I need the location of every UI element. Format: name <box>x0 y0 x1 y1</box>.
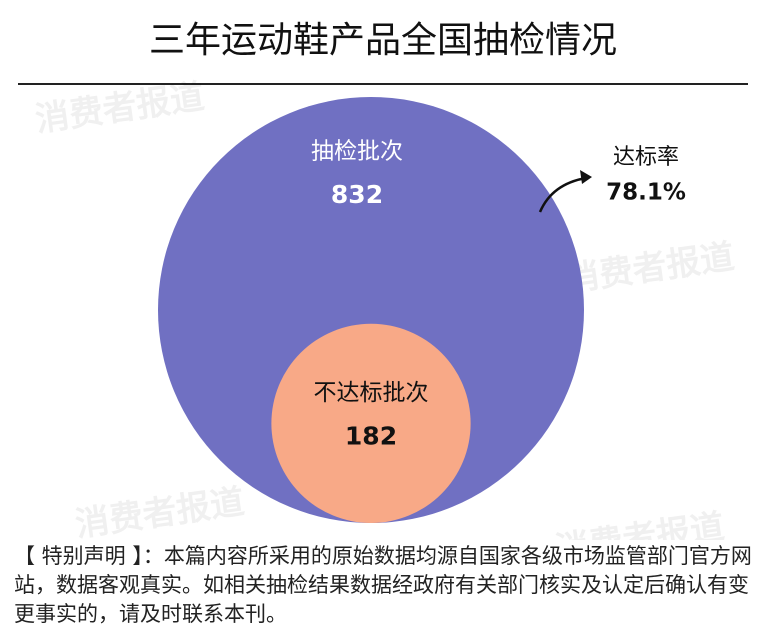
arrow <box>538 176 587 213</box>
arrow-head <box>580 170 592 184</box>
value-label: 182 <box>345 421 397 450</box>
rate-label: 达标率 <box>613 145 679 170</box>
watermark: 消费者报道 <box>563 237 737 300</box>
value-label: 832 <box>331 180 383 209</box>
watermark: 消费者报道 <box>33 77 207 140</box>
chart-title: 三年运动鞋产品全国抽检情况 <box>149 20 617 61</box>
circle <box>158 97 584 523</box>
circle <box>271 323 471 523</box>
watermark: 消费者报道 <box>73 482 247 540</box>
footnote: 【 特别声明 】：本篇内容所采用的原始数据均源自国家各级市场监管部门官方网站，数… <box>14 544 752 626</box>
category-label: 抽检批次 <box>311 139 403 165</box>
rate-value: 78.1% <box>606 180 686 206</box>
watermark: 消费者报道 <box>553 507 727 540</box>
category-label: 不达标批次 <box>314 380 429 406</box>
